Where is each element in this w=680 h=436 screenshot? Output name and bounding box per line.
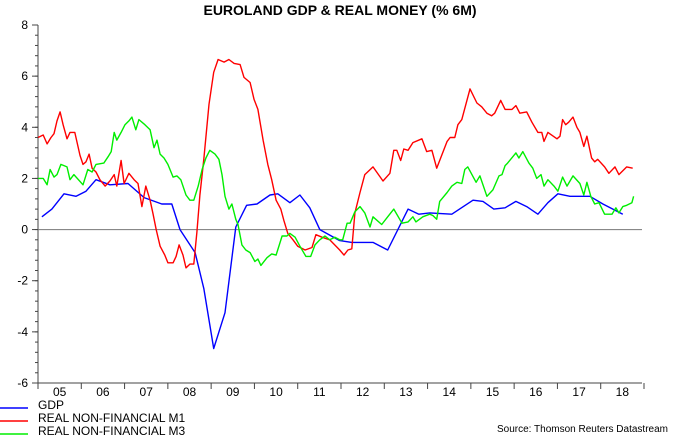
y-tick-label: 0 xyxy=(21,223,28,237)
y-tick-label: 4 xyxy=(21,120,28,134)
series-line-1 xyxy=(41,178,624,350)
x-tick-label: 09 xyxy=(226,385,240,399)
legend-label: REAL NON-FINANCIAL M3 xyxy=(38,424,185,436)
series-line-3 xyxy=(38,116,635,267)
x-tick-label: 05 xyxy=(53,385,67,399)
y-tick-label: -2 xyxy=(17,274,28,288)
y-tick-label: 8 xyxy=(21,18,28,32)
y-tick-label: -6 xyxy=(17,376,28,390)
x-tick-label: 18 xyxy=(616,385,630,399)
source-note: Source: Thomson Reuters Datastream xyxy=(497,424,668,435)
x-tick-label: 08 xyxy=(183,385,197,399)
x-tick-label: 17 xyxy=(572,385,586,399)
x-tick-label: 16 xyxy=(529,385,543,399)
x-tick-label: 15 xyxy=(486,385,500,399)
series-line-2 xyxy=(37,58,633,269)
y-tick-label: 6 xyxy=(21,69,28,83)
x-tick-label: 13 xyxy=(399,385,413,399)
y-tick-label: -4 xyxy=(17,325,28,339)
x-tick-label: 06 xyxy=(96,385,110,399)
x-tick-label: 14 xyxy=(443,385,457,399)
legend-label: REAL NON-FINANCIAL M1 xyxy=(38,411,185,425)
chart-title: EUROLAND GDP & REAL MONEY (% 6M) xyxy=(203,2,476,18)
x-tick-label: 07 xyxy=(140,385,154,399)
y-tick-label: 2 xyxy=(21,171,28,185)
x-tick-label: 12 xyxy=(356,385,370,399)
x-tick-label: 11 xyxy=(313,385,326,399)
legend-label: GDP xyxy=(38,398,64,412)
x-tick-label: 10 xyxy=(269,385,283,399)
